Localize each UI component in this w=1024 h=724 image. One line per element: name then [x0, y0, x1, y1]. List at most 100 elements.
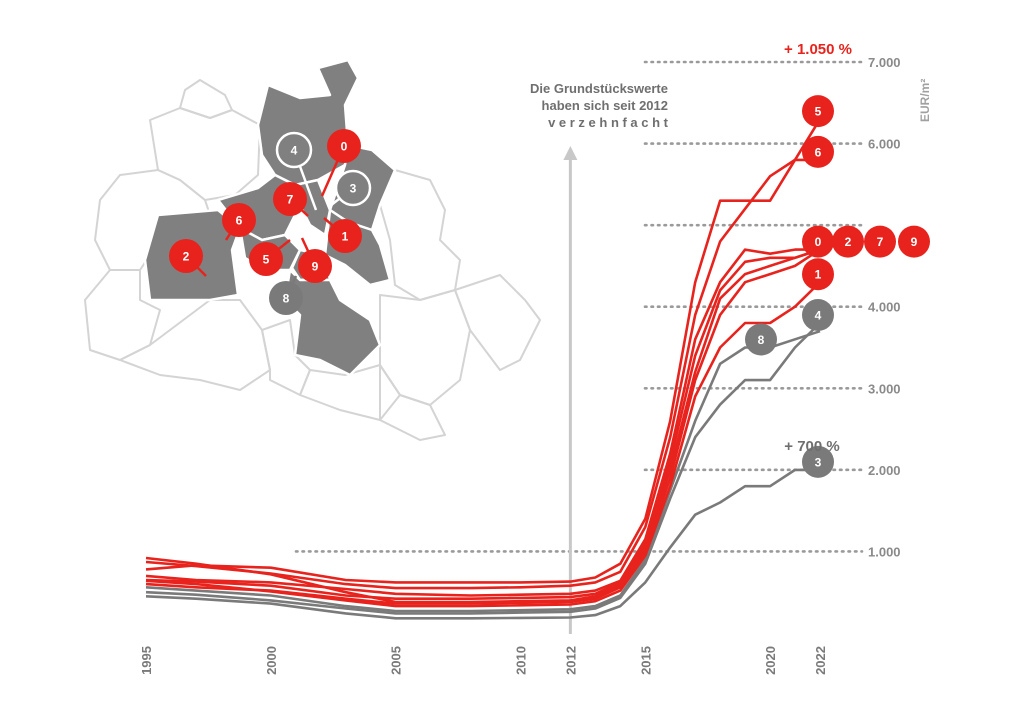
x-tick-label: 2020: [763, 646, 778, 675]
map-marker-8: 8: [269, 275, 303, 315]
end-badge-circle: [802, 225, 834, 258]
marker-label: 4: [291, 144, 298, 158]
end-badge-label: 9: [911, 235, 918, 249]
marker-circle: [334, 169, 372, 207]
marker-circle: [169, 239, 203, 273]
end-badge-label: 7: [877, 235, 884, 249]
marker-label: 8: [283, 292, 290, 306]
low-growth-label: + 700 %: [784, 438, 839, 455]
y-tick-label: 4.000: [868, 300, 901, 315]
end-badge-circle: [802, 258, 834, 291]
end-badge-circle: [864, 225, 896, 258]
end-badge-0: 0: [802, 225, 834, 258]
map-marker-9: 9: [298, 237, 332, 283]
end-badge-7: 7: [864, 225, 896, 258]
series-line-9: [145, 248, 821, 605]
x-tick-label: 2022: [813, 646, 828, 675]
end-badge-6: 6: [802, 135, 834, 168]
end-badge-label: 0: [815, 235, 822, 249]
marker-label: 5: [263, 253, 270, 267]
end-badge-2: 2: [832, 225, 864, 258]
end-badge-label: 8: [758, 333, 765, 347]
series-line-1: [145, 281, 821, 608]
end-badge-9: 9: [898, 225, 930, 258]
district-markers: 0 4 3 7 1 6 2 5 9 8: [169, 129, 372, 315]
end-badge-circle: [802, 299, 834, 332]
y-tick-label: 2.000: [868, 463, 901, 478]
marker-circle: [249, 242, 283, 276]
end-badge-circle: [802, 135, 834, 168]
x-tick-label: 2005: [389, 646, 404, 675]
marker-circle: [269, 281, 303, 315]
marker-circle: [222, 203, 256, 237]
x-tick-label: 2010: [513, 646, 528, 675]
x-tick-label: 2012: [563, 646, 578, 675]
end-badge-4: 4: [802, 299, 834, 332]
series-group: [145, 118, 822, 620]
surrounding-districts-outline: [84, 79, 541, 441]
marker-label: 0: [341, 140, 348, 154]
end-badge-circle: [898, 225, 930, 258]
end-badge-8: 8: [745, 323, 777, 356]
annotation-line-2: haben sich seit 2012: [542, 98, 668, 113]
marker-circle: [275, 131, 313, 169]
series-line-5: [145, 118, 822, 584]
end-badges: 5 6 0 2 7 9 1 4 8 3: [745, 95, 930, 478]
highlight-arrow-2012: [563, 146, 578, 634]
marker-circle: [328, 219, 362, 253]
x-tick-label: 1995: [139, 646, 154, 675]
marker-label: 9: [312, 260, 319, 274]
series-line-6: [145, 158, 820, 590]
marker-label: 3: [350, 182, 357, 196]
arrow-head: [563, 146, 578, 160]
y-tick-label: 1.000: [868, 544, 901, 559]
series-line-2: [145, 248, 821, 601]
marker-circle: [298, 249, 332, 283]
marker-label: 7: [287, 193, 294, 207]
marker-label: 2: [183, 250, 190, 264]
end-badge-label: 6: [815, 145, 822, 159]
y-tick-label: 3.000: [868, 381, 901, 396]
end-badge-label: 3: [815, 455, 822, 469]
y-tick-label: 7.000: [868, 55, 901, 70]
end-badge-circle: [802, 445, 834, 478]
map-marker-7: 7: [273, 182, 309, 217]
y-tick-label: 6.000: [868, 137, 901, 152]
map-marker-2: 2: [169, 239, 207, 277]
end-badge-5: 5: [802, 95, 834, 128]
series-line-4: [145, 322, 821, 615]
end-badge-circle: [832, 225, 864, 258]
end-badge-label: 2: [845, 235, 852, 249]
marker-label: 1: [342, 230, 349, 244]
annotation-line-1: Die Grundstückswerte: [530, 81, 668, 96]
marker-circle: [273, 182, 307, 216]
x-tick-label: 2015: [638, 646, 653, 675]
end-badge-circle: [802, 95, 834, 128]
annotation-line-3: v e r z e h n f a c h t: [548, 115, 669, 130]
series-line-3: [145, 468, 820, 620]
y-axis-labels: 1.000 2.000 3.000 4.000 6.000 7.000: [868, 55, 901, 559]
district-map: 0 4 3 7 1 6 2 5 9 8: [84, 58, 541, 441]
high-growth-label: + 1.050 %: [784, 41, 852, 58]
end-badge-circle: [745, 323, 777, 356]
end-badge-label: 4: [815, 309, 822, 323]
series-line-8: [145, 329, 821, 613]
y-axis-unit: EUR/m²: [918, 79, 932, 122]
end-badge-1: 1: [802, 258, 834, 291]
map-marker-4: 4: [275, 131, 318, 211]
map-marker-3: 3: [329, 169, 372, 207]
marker-label: 6: [236, 214, 243, 228]
x-tick-label: 2000: [264, 646, 279, 675]
end-badge-label: 1: [815, 268, 822, 282]
end-badge-3: 3: [802, 445, 834, 478]
end-badge-label: 5: [815, 105, 822, 119]
series-line-7: [145, 248, 821, 604]
map-marker-0: 0: [320, 129, 361, 197]
map-marker-1: 1: [323, 217, 362, 253]
map-marker-5: 5: [249, 239, 291, 276]
marker-circle: [327, 129, 361, 163]
map-marker-6: 6: [222, 203, 256, 241]
x-axis-labels: 1995 2000 2005 2010 2012 2015 2020 2022: [139, 646, 828, 675]
